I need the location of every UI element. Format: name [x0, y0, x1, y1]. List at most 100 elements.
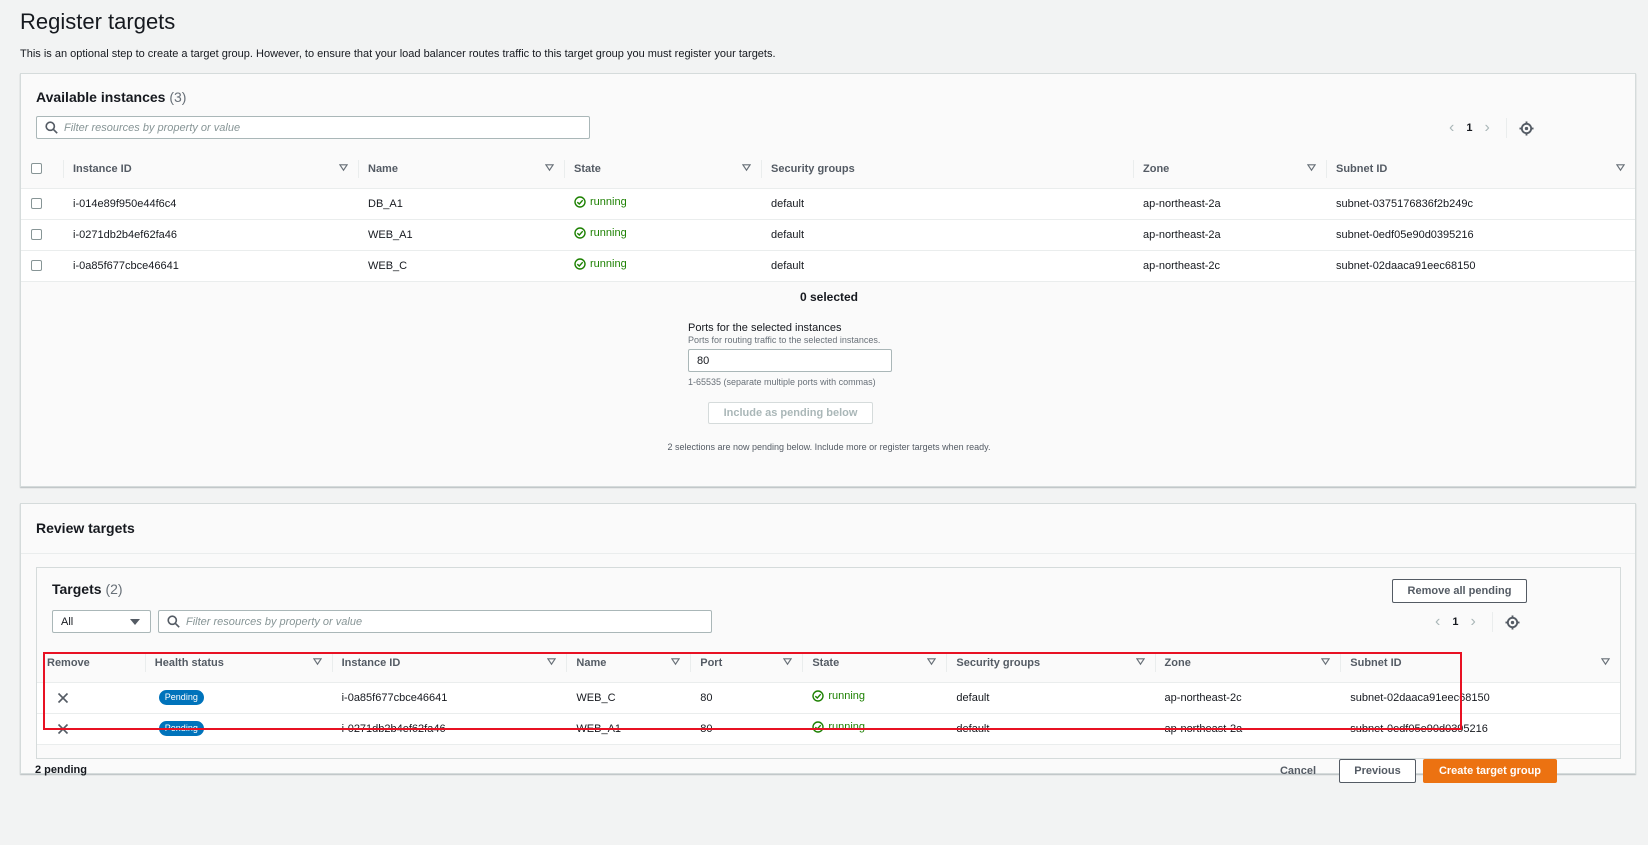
- divider: [21, 553, 1635, 554]
- table-row[interactable]: i-014e89f950e44f6c4 DB_A1 running defaul…: [21, 188, 1635, 220]
- subnet-id: subnet-02daaca91eec68150: [1340, 682, 1620, 714]
- sort-caret-icon: [1601, 658, 1610, 666]
- select-all-header: [21, 150, 63, 189]
- sort-caret-icon: [312, 658, 322, 666]
- create-target-group-button[interactable]: Create target group: [1423, 759, 1557, 783]
- chevron-left-icon[interactable]: ‹: [1435, 613, 1441, 630]
- status-ok-icon: [812, 690, 825, 702]
- row-checkbox[interactable]: [31, 198, 42, 210]
- subnet-id: subnet-02daaca91eec68150: [1326, 250, 1635, 282]
- remove-x-icon[interactable]: [57, 723, 69, 735]
- table-row[interactable]: i-0271db2b4ef62fa46 WEB_A1 running defau…: [21, 219, 1635, 251]
- chevron-right-icon[interactable]: ›: [1470, 613, 1476, 630]
- sort-caret-icon: [339, 164, 348, 172]
- col-security-groups[interactable]: Security groups: [946, 644, 1155, 683]
- targets-filter-select[interactable]: All: [52, 610, 151, 633]
- gear-icon[interactable]: [1519, 120, 1534, 136]
- row-checkbox[interactable]: [31, 229, 42, 241]
- status-ok-icon: [574, 258, 586, 270]
- instance-id: i-0a85f677cbce46641: [63, 250, 358, 282]
- col-port[interactable]: Port: [690, 644, 803, 683]
- remove-x-icon[interactable]: [57, 692, 69, 704]
- dropdown-caret-icon: [130, 619, 140, 625]
- available-instances-title: Available instances: [36, 89, 166, 105]
- col-health-status[interactable]: Health status: [144, 644, 332, 683]
- port: 80: [690, 713, 803, 745]
- subnet-id: subnet-0edf05e90d0395216: [1340, 713, 1620, 745]
- instance-name: WEB_A1: [566, 713, 691, 745]
- previous-button[interactable]: Previous: [1339, 759, 1416, 783]
- ports-input[interactable]: [688, 349, 892, 372]
- instance-state: running: [574, 227, 627, 239]
- security-group: default: [946, 682, 1155, 714]
- available-page-number[interactable]: 1: [1466, 122, 1473, 134]
- gear-icon[interactable]: [1505, 614, 1520, 630]
- ports-label: Ports for the selected instances: [688, 322, 842, 334]
- remove-all-pending-button[interactable]: Remove all pending: [1392, 579, 1527, 603]
- select-all-checkbox[interactable]: [31, 163, 42, 175]
- targets-container: Targets (2) Remove all pending All ‹ 1 ›…: [36, 567, 1621, 759]
- available-instances-heading: Available instances (3): [36, 89, 186, 105]
- instance-state: running: [812, 721, 865, 733]
- targets-filter[interactable]: [158, 610, 712, 633]
- instance-state: running: [574, 258, 627, 270]
- sort-caret-icon: [783, 658, 793, 666]
- chevron-left-icon[interactable]: ‹: [1449, 119, 1455, 136]
- available-instances-count: (3): [169, 89, 187, 105]
- subnet-id: subnet-0edf05e90d0395216: [1326, 219, 1635, 251]
- targets-page-number[interactable]: 1: [1452, 616, 1459, 628]
- zone: ap-northeast-2c: [1133, 250, 1326, 282]
- page-title: Register targets: [20, 9, 176, 34]
- col-instance-id[interactable]: Instance ID: [63, 150, 358, 189]
- col-zone[interactable]: Zone: [1133, 150, 1326, 189]
- col-subnet-id[interactable]: Subnet ID: [1340, 644, 1620, 683]
- available-filter-input[interactable]: [64, 121, 561, 134]
- instance-id: i-0271db2b4ef62fa46: [63, 219, 358, 251]
- security-group: default: [946, 713, 1155, 745]
- col-state[interactable]: State: [564, 150, 761, 189]
- targets-pager: ‹ 1 ›: [1435, 612, 1520, 632]
- available-filter[interactable]: [36, 116, 590, 139]
- instance-id: i-0a85f677cbce46641: [331, 682, 567, 714]
- col-subnet-id[interactable]: Subnet ID: [1326, 150, 1635, 189]
- sort-caret-icon: [1307, 164, 1316, 172]
- col-state[interactable]: State: [802, 644, 947, 683]
- col-name[interactable]: Name: [358, 150, 564, 189]
- search-icon: [167, 615, 180, 628]
- table-row[interactable]: Pending i-0271db2b4ef62fa46 WEB_A1 80 ru…: [37, 713, 1620, 745]
- instance-name: WEB_A1: [358, 219, 564, 251]
- status-ok-icon: [574, 227, 586, 239]
- review-targets-panel: Review targets Targets (2) Remove all pe…: [20, 503, 1636, 774]
- sort-caret-icon: [1135, 658, 1145, 666]
- ports-constraint: 1-65535 (separate multiple ports with co…: [688, 377, 876, 387]
- table-row[interactable]: Pending i-0a85f677cbce46641 WEB_C 80 run…: [37, 682, 1620, 714]
- table-row[interactable]: i-0a85f677cbce46641 WEB_C running defaul…: [21, 250, 1635, 282]
- chevron-right-icon[interactable]: ›: [1484, 119, 1490, 136]
- col-security-groups: Security groups: [761, 150, 1133, 189]
- sort-caret-icon: [742, 164, 751, 172]
- col-zone[interactable]: Zone: [1154, 644, 1341, 683]
- instance-state: running: [812, 690, 865, 702]
- include-as-pending-button[interactable]: Include as pending below: [708, 402, 873, 424]
- security-group: default: [761, 250, 1133, 282]
- status-badge: Pending: [158, 721, 204, 736]
- status-ok-icon: [574, 196, 586, 208]
- sort-caret-icon: [545, 164, 554, 172]
- status-badge: Pending: [158, 690, 204, 705]
- row-checkbox[interactable]: [31, 260, 42, 272]
- available-instances-panel: Available instances (3) ‹ 1 › Instance I…: [20, 73, 1636, 487]
- sort-caret-icon: [547, 658, 557, 666]
- ports-help: Ports for routing traffic to the selecte…: [688, 335, 881, 345]
- instance-name: WEB_C: [358, 250, 564, 282]
- col-name[interactable]: Name: [566, 644, 691, 683]
- zone: ap-northeast-2a: [1154, 713, 1341, 745]
- sort-caret-icon: [927, 658, 937, 666]
- page-description: This is an optional step to create a tar…: [20, 48, 776, 60]
- col-instance-id[interactable]: Instance ID: [331, 644, 567, 683]
- selected-count: 0 selected: [799, 290, 859, 304]
- available-instances-table: Instance ID Name State Security groups Z…: [21, 150, 1635, 282]
- pending-count: 2 pending: [35, 764, 87, 776]
- targets-filter-input[interactable]: [186, 615, 683, 628]
- targets-heading: Targets (2): [52, 581, 123, 597]
- cancel-button[interactable]: Cancel: [1279, 765, 1317, 777]
